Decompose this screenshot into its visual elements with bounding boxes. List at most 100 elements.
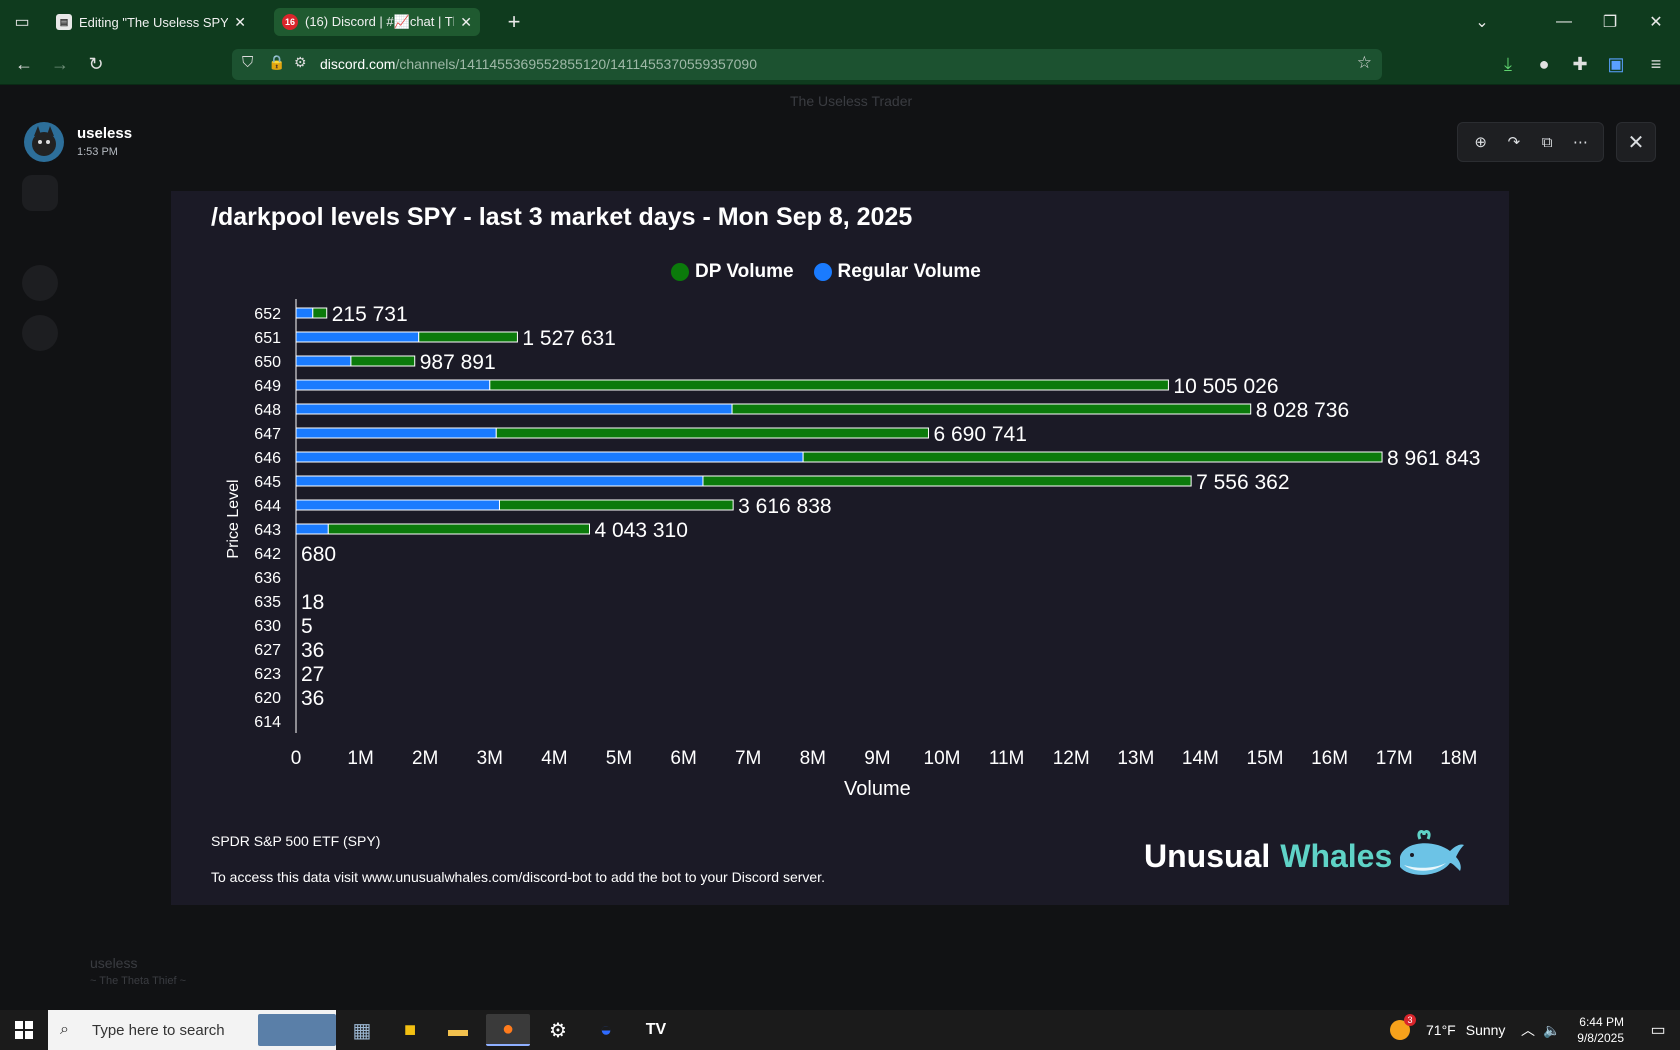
tab-list-icon[interactable]: ▭ — [14, 14, 30, 31]
start-button[interactable] — [0, 1010, 48, 1050]
url-text[interactable]: discord.com/channels/1411455369552855120… — [320, 56, 757, 72]
close-viewer-button[interactable]: ✕ — [1616, 122, 1656, 162]
chart-legend: DP Volume Regular Volume — [671, 261, 1001, 283]
account-icon[interactable]: ● — [1538, 53, 1550, 74]
footer-ticker-name: SPDR S&P 500 ETF (SPY) — [211, 833, 381, 849]
data-label: 680 — [301, 543, 336, 566]
sticky-notes-icon[interactable]: ■ — [403, 1018, 417, 1041]
tab-discord[interactable]: 16 (16) Discord | #📈chat | The Useless T… — [274, 8, 480, 36]
forward-icon[interactable]: → — [51, 53, 69, 74]
x-tick-label: 14M — [1182, 748, 1219, 769]
permissions-icon[interactable]: ⚙ — [294, 54, 307, 70]
y-tick-label: 623 — [254, 666, 281, 683]
extensions-icon[interactable]: ✚ — [1572, 53, 1588, 74]
reload-icon[interactable]: ↻ — [88, 53, 104, 74]
close-window-icon[interactable]: ✕ — [1649, 14, 1663, 31]
bookmark-star-icon[interactable]: ☆ — [1356, 53, 1372, 72]
x-tick-label: 0 — [291, 748, 302, 769]
chart-image[interactable]: /darkpool levels SPY - last 3 market day… — [171, 191, 1509, 905]
server-icon[interactable] — [22, 175, 58, 211]
minimize-window-icon[interactable]: — — [1556, 13, 1572, 30]
bar-regular-volume — [295, 451, 804, 463]
data-label: 3 616 838 — [738, 495, 831, 518]
tradingview-icon[interactable]: TV — [645, 1021, 667, 1038]
weather-widget[interactable]: 3 71°F Sunny — [1390, 1010, 1505, 1050]
close-tab-icon[interactable]: ✕ — [460, 13, 472, 30]
url-host: discord.com — [320, 56, 396, 72]
back-icon[interactable]: ← — [15, 53, 33, 74]
data-label: 5 — [301, 615, 313, 638]
bar-dp-volume — [802, 451, 1383, 463]
x-tick-label: 1M — [347, 748, 373, 769]
url-path: /channels/1411455369552855120/1411455370… — [395, 56, 757, 72]
tab-title: Editing "The Useless SPY Report — [79, 14, 229, 30]
author-name[interactable]: useless — [77, 125, 133, 142]
firefox-icon[interactable]: ● — [486, 1014, 530, 1046]
y-tick-label: 614 — [254, 714, 281, 731]
x-tick-label: 12M — [1053, 748, 1090, 769]
data-label: 987 891 — [420, 351, 496, 374]
chevron-up-icon[interactable]: ︿ — [1521, 1022, 1535, 1038]
y-tick-label: 635 — [254, 594, 281, 611]
extension-badge-icon[interactable]: ▣ — [1607, 53, 1625, 74]
y-tick-label: 652 — [254, 306, 281, 323]
y-tick-label: 651 — [254, 330, 281, 347]
post-timestamp: 1:53 PM — [77, 146, 118, 158]
windows-logo-icon — [15, 1021, 33, 1039]
list-all-tabs-icon[interactable]: ⌄ — [1475, 14, 1489, 31]
whale-icon — [1400, 830, 1465, 875]
menu-icon[interactable]: ≡ — [1650, 53, 1662, 74]
user-panel-ghost: useless ~ The Theta Thief ~ — [90, 955, 187, 987]
document-favicon-icon: ▤ — [56, 14, 72, 30]
file-explorer-icon[interactable]: ▬ — [448, 1018, 468, 1041]
sun-icon: 3 — [1390, 1014, 1416, 1040]
bar-regular-volume — [295, 499, 500, 511]
search-icon: ⌕ — [60, 1021, 69, 1038]
tab-title: (16) Discord | #📈chat | The Useless Trad… — [305, 14, 454, 29]
notifications-icon[interactable]: ▭ — [1650, 1022, 1666, 1039]
bar-regular-volume — [295, 307, 314, 319]
bar-dp-volume — [495, 427, 929, 439]
calculator-icon[interactable]: ▦ — [352, 1019, 372, 1042]
downloads-icon[interactable]: ⤓ — [1504, 53, 1512, 74]
address-bar[interactable]: ⛉ 🔒 ⚙ discord.com/channels/1411455369552… — [232, 49, 1382, 80]
system-clock[interactable]: 6:44 PM 9/8/2025 — [1577, 1015, 1624, 1045]
y-tick-label: 649 — [254, 378, 281, 395]
app-icon[interactable]: ◒ — [599, 1018, 613, 1041]
search-highlight-image[interactable] — [258, 1014, 336, 1046]
bar-dp-volume — [312, 307, 328, 319]
x-tick-label: 10M — [924, 748, 961, 769]
y-tick-label: 644 — [254, 498, 281, 515]
zoom-icon[interactable]: ⊕ — [1474, 134, 1487, 151]
open-external-icon[interactable]: ⧉ — [1541, 133, 1553, 151]
bar-regular-volume — [295, 427, 497, 439]
more-options-icon[interactable]: ⋯ — [1572, 134, 1588, 151]
x-tick-label: 8M — [800, 748, 826, 769]
forward-share-icon[interactable]: ↷ — [1507, 134, 1521, 151]
bar-dp-volume — [489, 379, 1169, 391]
x-tick-label: 2M — [412, 748, 438, 769]
data-label: 4 043 310 — [594, 519, 687, 542]
server-icon[interactable] — [22, 315, 58, 351]
y-tick-label: 620 — [254, 690, 281, 707]
server-icon[interactable] — [22, 265, 58, 301]
bar-regular-volume — [295, 523, 329, 535]
browser-tab-bar: ▭ ▤ Editing "The Useless SPY Report ✕ 16… — [0, 0, 1680, 44]
data-label: 36 — [301, 687, 324, 710]
shield-icon[interactable]: ⛉ — [242, 54, 254, 71]
tab-editing-report[interactable]: ▤ Editing "The Useless SPY Report ✕ — [48, 8, 254, 36]
x-tick-label: 13M — [1117, 748, 1154, 769]
x-tick-label: 9M — [864, 748, 890, 769]
x-tick-label: 7M — [735, 748, 761, 769]
new-tab-button[interactable]: + — [507, 9, 521, 34]
volume-icon[interactable]: 🔈 — [1543, 1021, 1561, 1038]
avatar[interactable] — [24, 122, 64, 162]
chart-title: /darkpool levels SPY - last 3 market day… — [211, 203, 913, 231]
restore-window-icon[interactable]: ❐ — [1602, 14, 1618, 31]
close-tab-icon[interactable]: ✕ — [234, 13, 246, 30]
taskbar: ⌕ Type here to search ▦ ■ ▬ ● ⚙ ◒ TV 3 7… — [0, 1010, 1680, 1050]
x-tick-label: 3M — [477, 748, 503, 769]
discord-favicon-icon: 16 — [282, 14, 298, 30]
settings-gear-icon[interactable]: ⚙ — [549, 1019, 567, 1042]
lock-icon[interactable]: 🔒 — [268, 54, 286, 70]
